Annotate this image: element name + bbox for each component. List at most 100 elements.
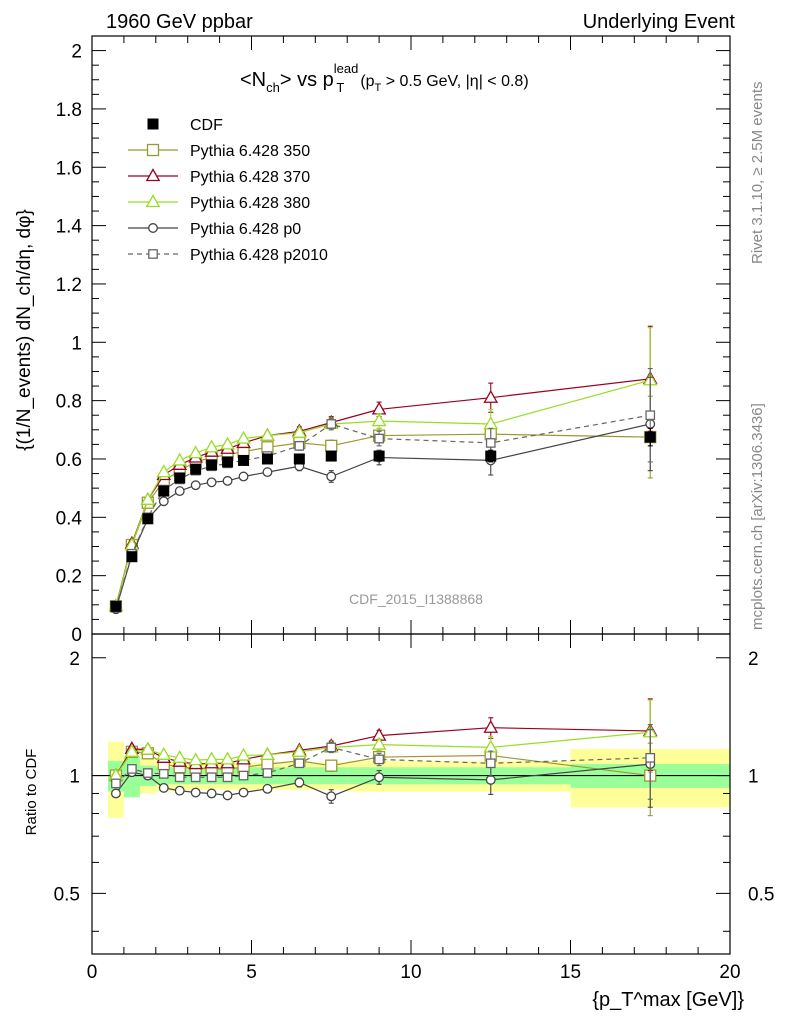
main-point-cdf [190, 463, 202, 475]
main-point-cdf [158, 485, 170, 497]
ratio-point-p2010 [374, 754, 384, 765]
main-point-p0 [190, 480, 201, 491]
legend-label-p380: Pythia 6.428 380 [190, 195, 310, 212]
ratio-point-p2010 [127, 764, 137, 774]
ratio-y-tick-label: 2 [69, 649, 80, 670]
x-tick-label: 5 [246, 962, 257, 983]
legend-marker-p0 [148, 223, 158, 233]
main-point-p0 [262, 467, 273, 478]
main-y-tick-label: 2 [71, 42, 82, 63]
main-point-p0 [158, 496, 169, 507]
main-point-p380 [220, 436, 235, 450]
ratio-point-p2010 [645, 752, 656, 763]
ratio-point-p2010 [111, 778, 121, 789]
ratio-point-p2010 [326, 742, 337, 753]
ratio-point-p370 [483, 719, 499, 733]
legend-label-p350: Pythia 6.428 350 [190, 143, 310, 160]
ratio-point-p380 [172, 750, 188, 763]
main-y-axis-label: {(1/N_events) dN_ch/dη, dφ} [14, 209, 35, 451]
main-y-tick-label: 1 [71, 333, 82, 354]
ratio-point-p2010 [485, 758, 496, 769]
ratio-point-p350 [261, 757, 274, 771]
ratio-y-tick-label-right: 2 [748, 649, 759, 670]
ratio-point-p2010 [294, 758, 305, 769]
x-tick-label: 15 [560, 962, 581, 983]
main-point-p380 [204, 439, 219, 453]
ratio-series-p2010 [111, 724, 656, 800]
main-point-p370 [483, 389, 499, 403]
ratio-point-p380 [188, 752, 203, 766]
main-point-cdf [222, 456, 234, 468]
legend-marker-p380 [145, 194, 161, 208]
ratio-point-p2010 [222, 772, 233, 783]
main-point-cdf [142, 513, 154, 525]
ratio-point-p380 [260, 746, 275, 760]
legend: CDF Pythia 6.428 350 Pythia 6.428 370 Pythi… [128, 117, 328, 264]
ratio-point-p0 [326, 791, 337, 802]
ratio-point-p2010 [174, 772, 185, 783]
main-point-p380 [292, 424, 307, 438]
main-point-cdf [110, 600, 122, 612]
legend-marker-p350 [146, 143, 160, 157]
main-line-p2010 [115, 414, 651, 608]
main-point-p350 [325, 439, 338, 452]
main-point-p380 [260, 427, 275, 441]
main-y-tick-label: 0.2 [56, 567, 82, 588]
ratio-point-p0 [158, 782, 169, 793]
main-point-p0 [238, 471, 249, 482]
main-point-p380 [236, 430, 251, 444]
main-point-cdf [174, 472, 186, 484]
legend-item-p0: Pythia 6.428 p0 [128, 221, 301, 238]
ratio-point-p380 [204, 751, 219, 765]
main-series-cdf [110, 427, 656, 612]
main-point-p2010 [645, 410, 656, 421]
main-y-tick-label: 1.4 [56, 217, 83, 238]
legend-marker-p2010 [148, 249, 158, 259]
main-series-p2010 [111, 367, 656, 613]
ratio-point-p0 [174, 785, 185, 796]
ratio-point-p380 [124, 743, 140, 757]
main-point-p2010 [374, 433, 384, 444]
ratio-point-p0 [110, 788, 121, 799]
mcplots-label: mcplots.cern.ch [arXiv:1306.3436] [749, 403, 766, 630]
legend-label-cdf: CDF [190, 117, 223, 134]
main-y-tick-label: 0.4 [56, 508, 83, 529]
main-point-cdf [325, 450, 337, 462]
main-point-p0 [206, 477, 217, 488]
main-y-tick-label: 0 [71, 625, 82, 646]
ratio-point-p380 [236, 747, 251, 761]
ratio-point-p380 [156, 746, 172, 760]
legend-label-p0: Pythia 6.428 p0 [190, 221, 301, 238]
main-y-tick-label: 0.6 [56, 450, 82, 471]
main-point-cdf [261, 453, 273, 465]
ratio-y-axis-label: Ratio to CDF [23, 749, 40, 836]
main-point-cdf [485, 450, 497, 462]
ratio-point-p0 [238, 787, 249, 798]
legend-item-p380: Pythia 6.428 380 [128, 194, 310, 212]
main-point-cdf [644, 431, 656, 443]
ratio-point-p2010 [238, 770, 249, 781]
main-point-p0 [326, 471, 337, 482]
main-point-cdf [126, 551, 138, 563]
ratio-y-tick-label: 0.5 [54, 884, 80, 905]
main-y-tick-label: 1.6 [56, 158, 82, 179]
legend-item-p370: Pythia 6.428 370 [128, 168, 310, 186]
legend-label-p2010: Pythia 6.428 p2010 [190, 247, 328, 264]
main-point-cdf [238, 454, 250, 466]
main-point-p380 [371, 413, 387, 427]
ratio-point-p2010 [190, 772, 201, 783]
main-point-cdf [373, 450, 385, 462]
main-series-p350 [109, 395, 657, 613]
ratio-point-p0 [294, 777, 305, 788]
header-right: Underlying Event [583, 11, 736, 33]
x-tick-label: 0 [87, 962, 98, 983]
main-y-tick-label: 0.8 [56, 392, 82, 413]
ratio-point-p0 [222, 790, 233, 801]
ratio-y-tick-label: 1 [69, 767, 80, 788]
legend-item-p350: Pythia 6.428 350 [128, 143, 310, 160]
x-axis-label: {p_T^max [GeV]} [592, 989, 744, 1011]
analysis-watermark: CDF_2015_I1388868 [349, 591, 483, 607]
main-point-p0 [222, 475, 233, 486]
ratio-uncertainty-bands [107, 741, 730, 818]
